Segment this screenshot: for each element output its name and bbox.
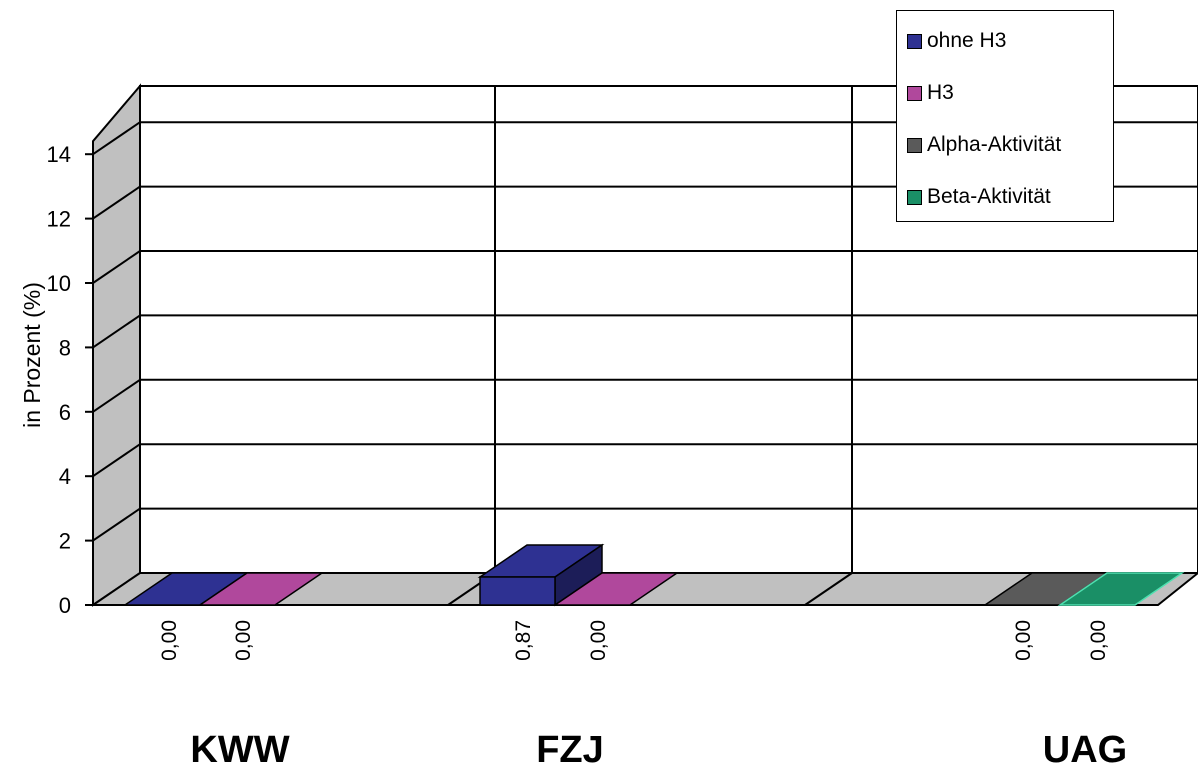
- data-label: 0,00: [1012, 620, 1035, 661]
- gridline-side: [92, 250, 141, 284]
- legend: ohne H3 H3 Alpha-Aktivität Beta-Aktivität: [896, 10, 1114, 222]
- floor-separator: [804, 572, 853, 606]
- gridline-side: [92, 507, 141, 542]
- gridline-side: [92, 443, 141, 478]
- legend-swatch: [907, 85, 922, 101]
- legend-label: H3: [927, 81, 954, 104]
- y-tick-label: 8: [59, 335, 71, 360]
- data-label: 0,87: [512, 620, 535, 661]
- y-tick-label: 2: [59, 529, 71, 554]
- bar-top: [197, 572, 325, 606]
- legend-label: Alpha-Aktivität: [927, 133, 1062, 156]
- bar-front: [479, 576, 556, 606]
- y-tick-label: 10: [47, 271, 71, 296]
- data-label: 0,00: [158, 620, 181, 661]
- legend-item: Beta-Aktivität: [907, 183, 1051, 211]
- legend-label: Beta-Aktivität: [927, 185, 1051, 208]
- legend-item: ohne H3: [907, 27, 1006, 55]
- gridline-side: [92, 378, 141, 413]
- category-label-uag: UAG: [1043, 729, 1127, 770]
- category-label-kww: KWW: [190, 729, 289, 770]
- data-label: 0,00: [1087, 620, 1110, 661]
- legend-swatch: [907, 189, 922, 205]
- bar-h3-kww: [197, 572, 325, 606]
- bar-beta-aktivit-t-uag: [1057, 572, 1185, 606]
- bar-top: [1057, 572, 1185, 606]
- y-tick-label: 6: [59, 400, 71, 425]
- y-tick-label: 0: [59, 593, 71, 618]
- legend-swatch: [907, 33, 922, 49]
- data-label: 0,00: [232, 620, 255, 661]
- y-tick-label: 14: [47, 142, 71, 167]
- legend-item: H3: [907, 79, 954, 107]
- gridline-side: [92, 314, 141, 349]
- y-tick-label: 4: [59, 464, 71, 489]
- side-wall: [92, 83, 141, 607]
- y-tick-label: 12: [47, 207, 71, 232]
- bar-top: [552, 572, 680, 606]
- gridline-side: [92, 121, 141, 156]
- y-axis-label: in Prozent (%): [19, 282, 45, 428]
- legend-label: ohne H3: [927, 29, 1007, 52]
- gridline-side: [92, 185, 141, 220]
- bar-ohne-h3-fzj: [477, 543, 605, 607]
- bar-h3-fzj: [552, 572, 680, 606]
- legend-swatch: [907, 137, 922, 153]
- legend-item: Alpha-Aktivität: [907, 131, 1061, 159]
- data-label: 0,00: [587, 620, 610, 661]
- category-label-fzj: FZJ: [536, 729, 604, 770]
